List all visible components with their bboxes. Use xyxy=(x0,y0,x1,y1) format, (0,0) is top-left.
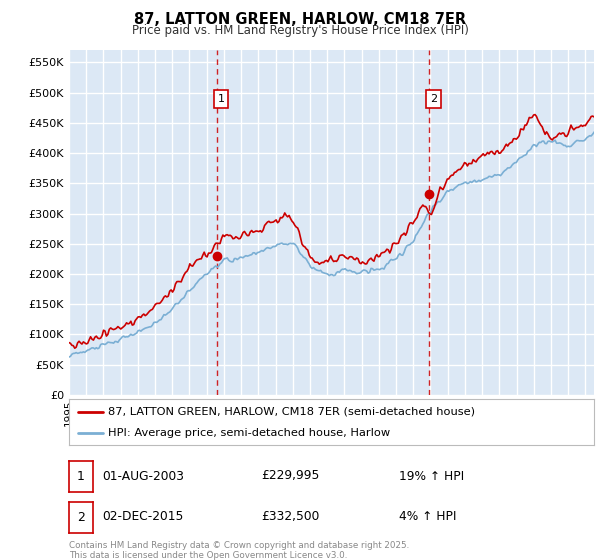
Text: £332,500: £332,500 xyxy=(261,510,319,524)
Text: 87, LATTON GREEN, HARLOW, CM18 7ER (semi-detached house): 87, LATTON GREEN, HARLOW, CM18 7ER (semi… xyxy=(109,407,475,417)
Text: HPI: Average price, semi-detached house, Harlow: HPI: Average price, semi-detached house,… xyxy=(109,428,391,438)
Text: 02-DEC-2015: 02-DEC-2015 xyxy=(102,510,184,524)
Text: Contains HM Land Registry data © Crown copyright and database right 2025.
This d: Contains HM Land Registry data © Crown c… xyxy=(69,541,409,560)
Text: 1: 1 xyxy=(217,94,224,104)
Text: Price paid vs. HM Land Registry's House Price Index (HPI): Price paid vs. HM Land Registry's House … xyxy=(131,24,469,37)
Text: 19% ↑ HPI: 19% ↑ HPI xyxy=(399,469,464,483)
Text: £229,995: £229,995 xyxy=(261,469,319,483)
Text: 4% ↑ HPI: 4% ↑ HPI xyxy=(399,510,457,524)
Text: 01-AUG-2003: 01-AUG-2003 xyxy=(102,469,184,483)
Text: 2: 2 xyxy=(430,94,437,104)
Text: 1: 1 xyxy=(77,470,85,483)
Text: 2: 2 xyxy=(77,511,85,524)
Text: 87, LATTON GREEN, HARLOW, CM18 7ER: 87, LATTON GREEN, HARLOW, CM18 7ER xyxy=(134,12,466,27)
